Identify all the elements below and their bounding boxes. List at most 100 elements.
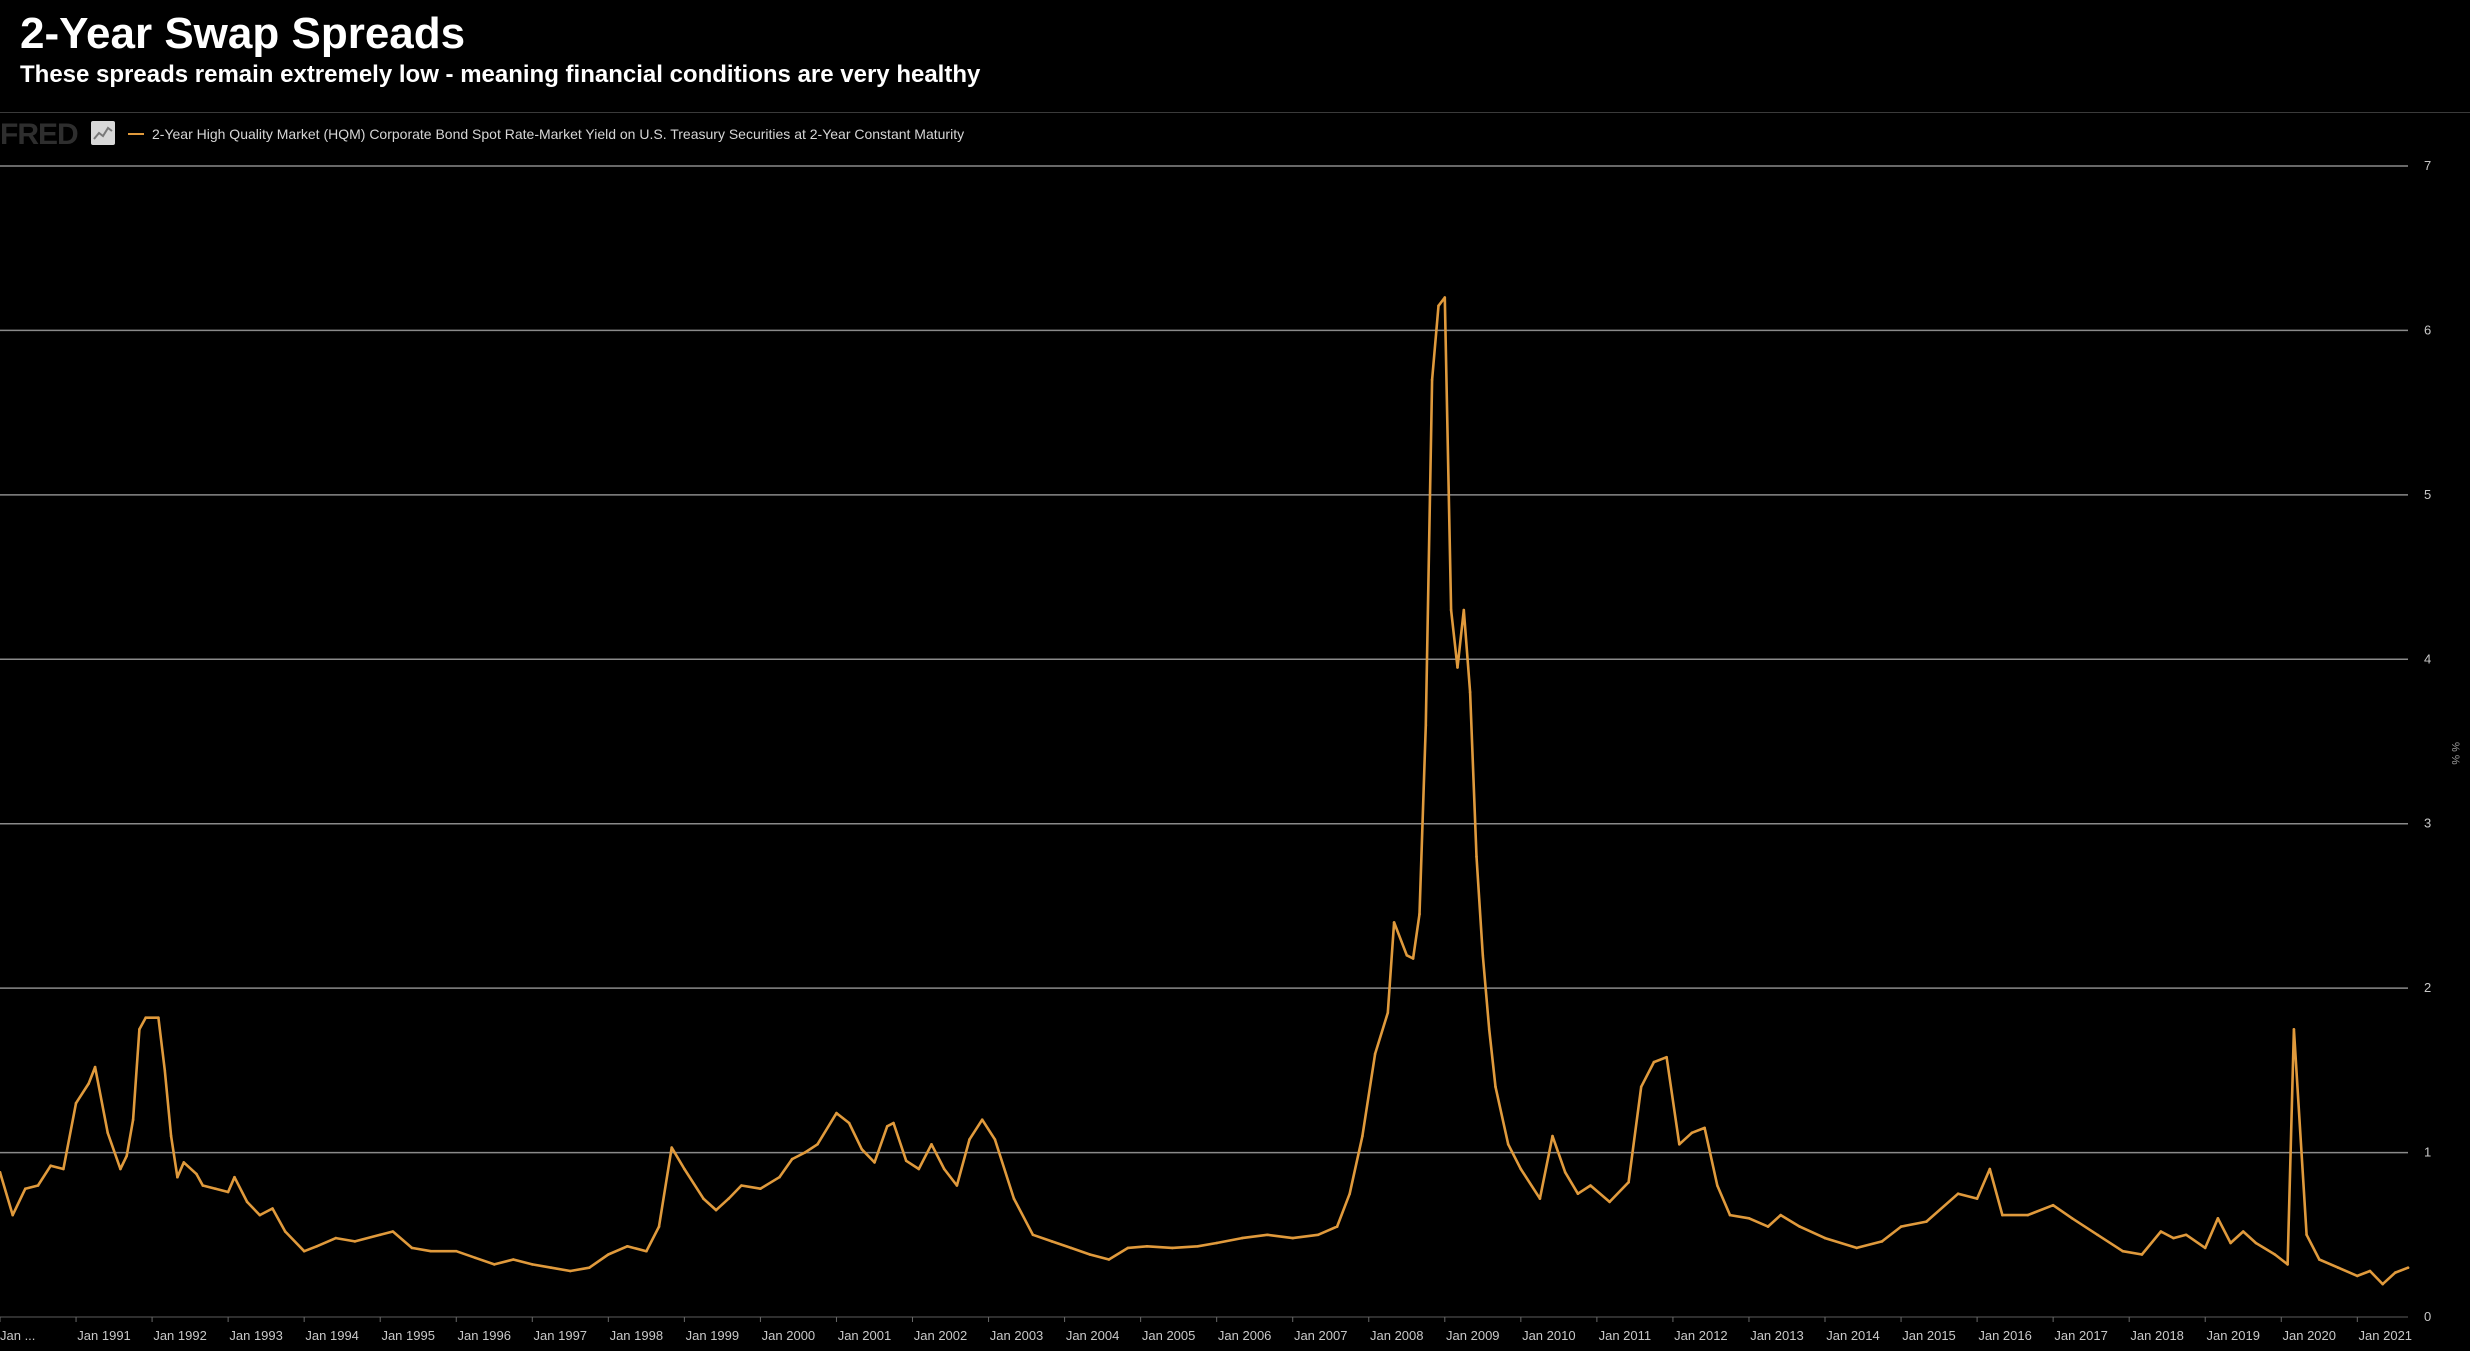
- y-tick-label: 5: [2424, 487, 2431, 502]
- data-point: [873, 1161, 876, 1164]
- data-point: [1823, 1236, 1827, 1240]
- data-point: [1405, 954, 1409, 957]
- x-tick-label: Jan 1995: [381, 1328, 435, 1343]
- data-point: [1855, 1246, 1858, 1250]
- data-point: [201, 1184, 205, 1187]
- data-point: [1411, 957, 1415, 960]
- x-tick-label: Jan 1993: [229, 1328, 283, 1343]
- data-point: [36, 1184, 40, 1187]
- data-point: [1563, 1171, 1567, 1174]
- data-point: [49, 1164, 52, 1167]
- data-point: [1690, 1131, 1694, 1135]
- data-point: [2026, 1213, 2030, 1217]
- y-axis: 0 1 2 3 4 5 6 7: [2424, 158, 2431, 1324]
- data-point: [391, 1230, 395, 1233]
- data-point: [1925, 1220, 1928, 1223]
- data-point: [2381, 1282, 2384, 1286]
- legend-swatch: [128, 133, 144, 135]
- header-divider: [0, 112, 2470, 113]
- data-point: [2140, 1253, 2144, 1256]
- data-point: [2286, 1263, 2289, 1266]
- y-tick-label: 0: [2424, 1309, 2431, 1324]
- data-point: [1240, 1236, 1244, 1240]
- data-point: [226, 1190, 230, 1194]
- data-point: [1196, 1245, 1199, 1248]
- data-point: [1627, 1180, 1630, 1184]
- x-tick-label: Jan 2016: [1978, 1328, 2032, 1343]
- data-point: [1291, 1236, 1294, 1240]
- data-point: [1069, 1246, 1073, 1250]
- data-point: [2096, 1233, 2099, 1237]
- data-point: [429, 1249, 433, 1253]
- data-point: [163, 1069, 167, 1072]
- data-point: [1456, 666, 1459, 669]
- header: 2-Year Swap Spreads These spreads remain…: [20, 8, 980, 90]
- data-point: [1443, 296, 1447, 299]
- data-point: [1266, 1233, 1269, 1237]
- data-point: [353, 1240, 357, 1243]
- y-tick-label: 6: [2424, 322, 2431, 337]
- data-point: [1215, 1241, 1218, 1245]
- data-point: [1437, 304, 1440, 308]
- x-tick-label: Jan 2000: [762, 1328, 816, 1343]
- x-tick-label: Jan 2006: [1218, 1328, 1272, 1343]
- data-point: [1551, 1134, 1554, 1138]
- data-point: [1335, 1225, 1339, 1228]
- x-tick-label: Jan 2007: [1294, 1328, 1348, 1343]
- data-point: [2292, 1028, 2296, 1031]
- data-point: [1475, 855, 1478, 858]
- data-point: [1430, 378, 1434, 382]
- x-tick-label: Jan 2021: [2359, 1328, 2413, 1343]
- data-point: [455, 1249, 458, 1253]
- data-point: [1519, 1167, 1523, 1171]
- data-point: [2229, 1241, 2232, 1245]
- data-point: [258, 1213, 262, 1217]
- data-point: [233, 1175, 236, 1179]
- x-tick-label: Jan 2008: [1370, 1328, 1424, 1343]
- data-point: [2216, 1217, 2220, 1220]
- data-point: [1652, 1060, 1656, 1064]
- data-point: [1012, 1197, 1016, 1200]
- chart-icon: [91, 121, 115, 145]
- data-point: [683, 1167, 686, 1171]
- data-point: [24, 1187, 27, 1190]
- data-point: [2241, 1230, 2245, 1233]
- x-tick-label: Jan 2001: [838, 1328, 892, 1343]
- data-point: [1576, 1192, 1580, 1195]
- data-point: [512, 1258, 515, 1261]
- page-title: 2-Year Swap Spreads: [20, 9, 466, 58]
- series-line: [0, 296, 2410, 1286]
- data-point: [1716, 1184, 1719, 1187]
- data-point: [588, 1266, 591, 1269]
- data-point: [657, 1225, 661, 1228]
- chart-legend: 2-Year High Quality Market (HQM) Corpora…: [128, 124, 964, 144]
- data-point: [790, 1157, 794, 1161]
- data-point: [2305, 1233, 2308, 1237]
- grid-layer: [0, 165, 2408, 1318]
- data-point: [930, 1143, 933, 1146]
- data-point: [74, 1101, 78, 1105]
- data-point: [847, 1121, 851, 1125]
- data-point: [1589, 1184, 1592, 1187]
- page-subtitle: These spreads remain extremely low - mea…: [20, 61, 981, 88]
- data-point: [87, 1082, 90, 1085]
- data-point: [2001, 1213, 2004, 1217]
- x-tick-label: Jan 2020: [2283, 1328, 2337, 1343]
- data-point: [0, 1171, 2, 1174]
- data-point: [144, 1016, 147, 1019]
- data-point: [1678, 1143, 1681, 1146]
- x-tick-label: Jan 1999: [686, 1328, 740, 1343]
- data-point: [1392, 921, 1396, 924]
- data-point: [2159, 1230, 2163, 1233]
- data-point: [1703, 1126, 1706, 1130]
- legend-series-label: 2-Year High Quality Market (HQM) Corpora…: [152, 126, 965, 142]
- data-point: [1449, 608, 1453, 612]
- data-point: [271, 1207, 274, 1210]
- x-tick-label: Jan 2005: [1142, 1328, 1196, 1343]
- data-point: [1386, 1011, 1390, 1015]
- data-point: [1975, 1197, 1979, 1200]
- data-point: [531, 1263, 534, 1266]
- data-point: [2337, 1266, 2340, 1269]
- data-point: [740, 1184, 743, 1187]
- data-point: [1361, 1134, 1364, 1138]
